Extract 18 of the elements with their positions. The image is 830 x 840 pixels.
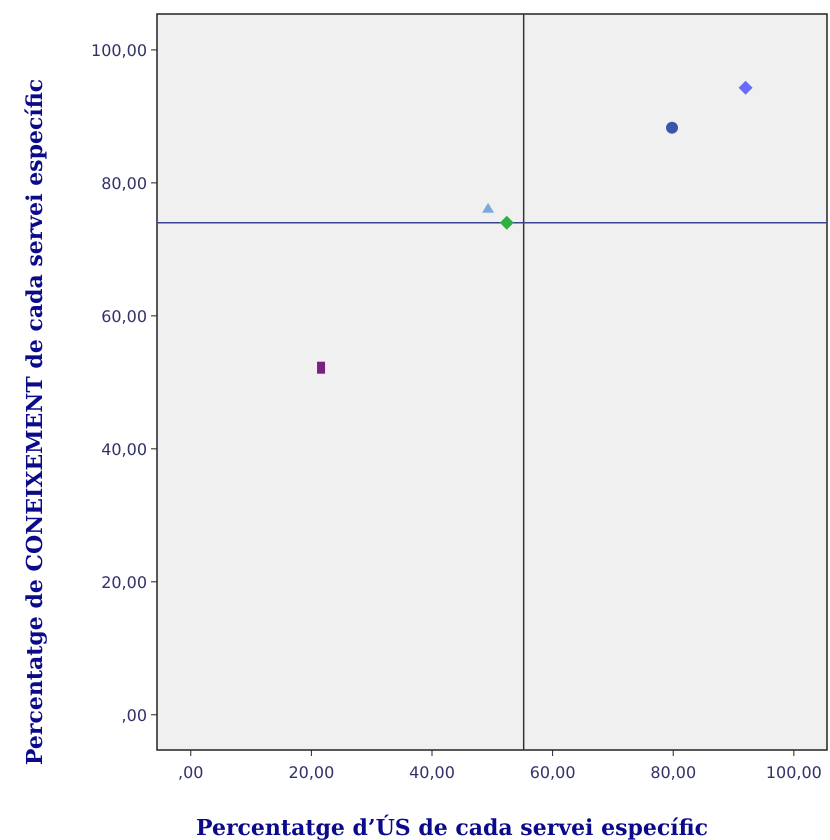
- x-tick-label: 20,00: [288, 763, 334, 782]
- y-tick-label: 60,00: [101, 306, 147, 326]
- point: [500, 216, 514, 230]
- x-axis-title: Percentatge d’ÚS de cada servei específic: [196, 814, 708, 840]
- x-tick-label: 100,00: [766, 763, 822, 782]
- y-tick-label: 80,00: [101, 174, 147, 193]
- point: [482, 202, 494, 213]
- x-tick-label: 40,00: [409, 763, 455, 782]
- y-tick-label: ,00: [122, 706, 147, 725]
- point: [738, 80, 753, 95]
- x-tick-label: 60,00: [530, 763, 576, 782]
- x-tick-label: 80,00: [650, 763, 696, 782]
- x-tick-label: ,00: [178, 763, 204, 782]
- y-axis-title: Percentatge de CONEIXEMENT de cada servei específic: [22, 78, 48, 766]
- point: [666, 122, 678, 134]
- y-tick-label: 20,00: [101, 572, 147, 592]
- y-tick-label: 40,00: [101, 440, 147, 459]
- y-tick-label: 100,00: [91, 40, 147, 60]
